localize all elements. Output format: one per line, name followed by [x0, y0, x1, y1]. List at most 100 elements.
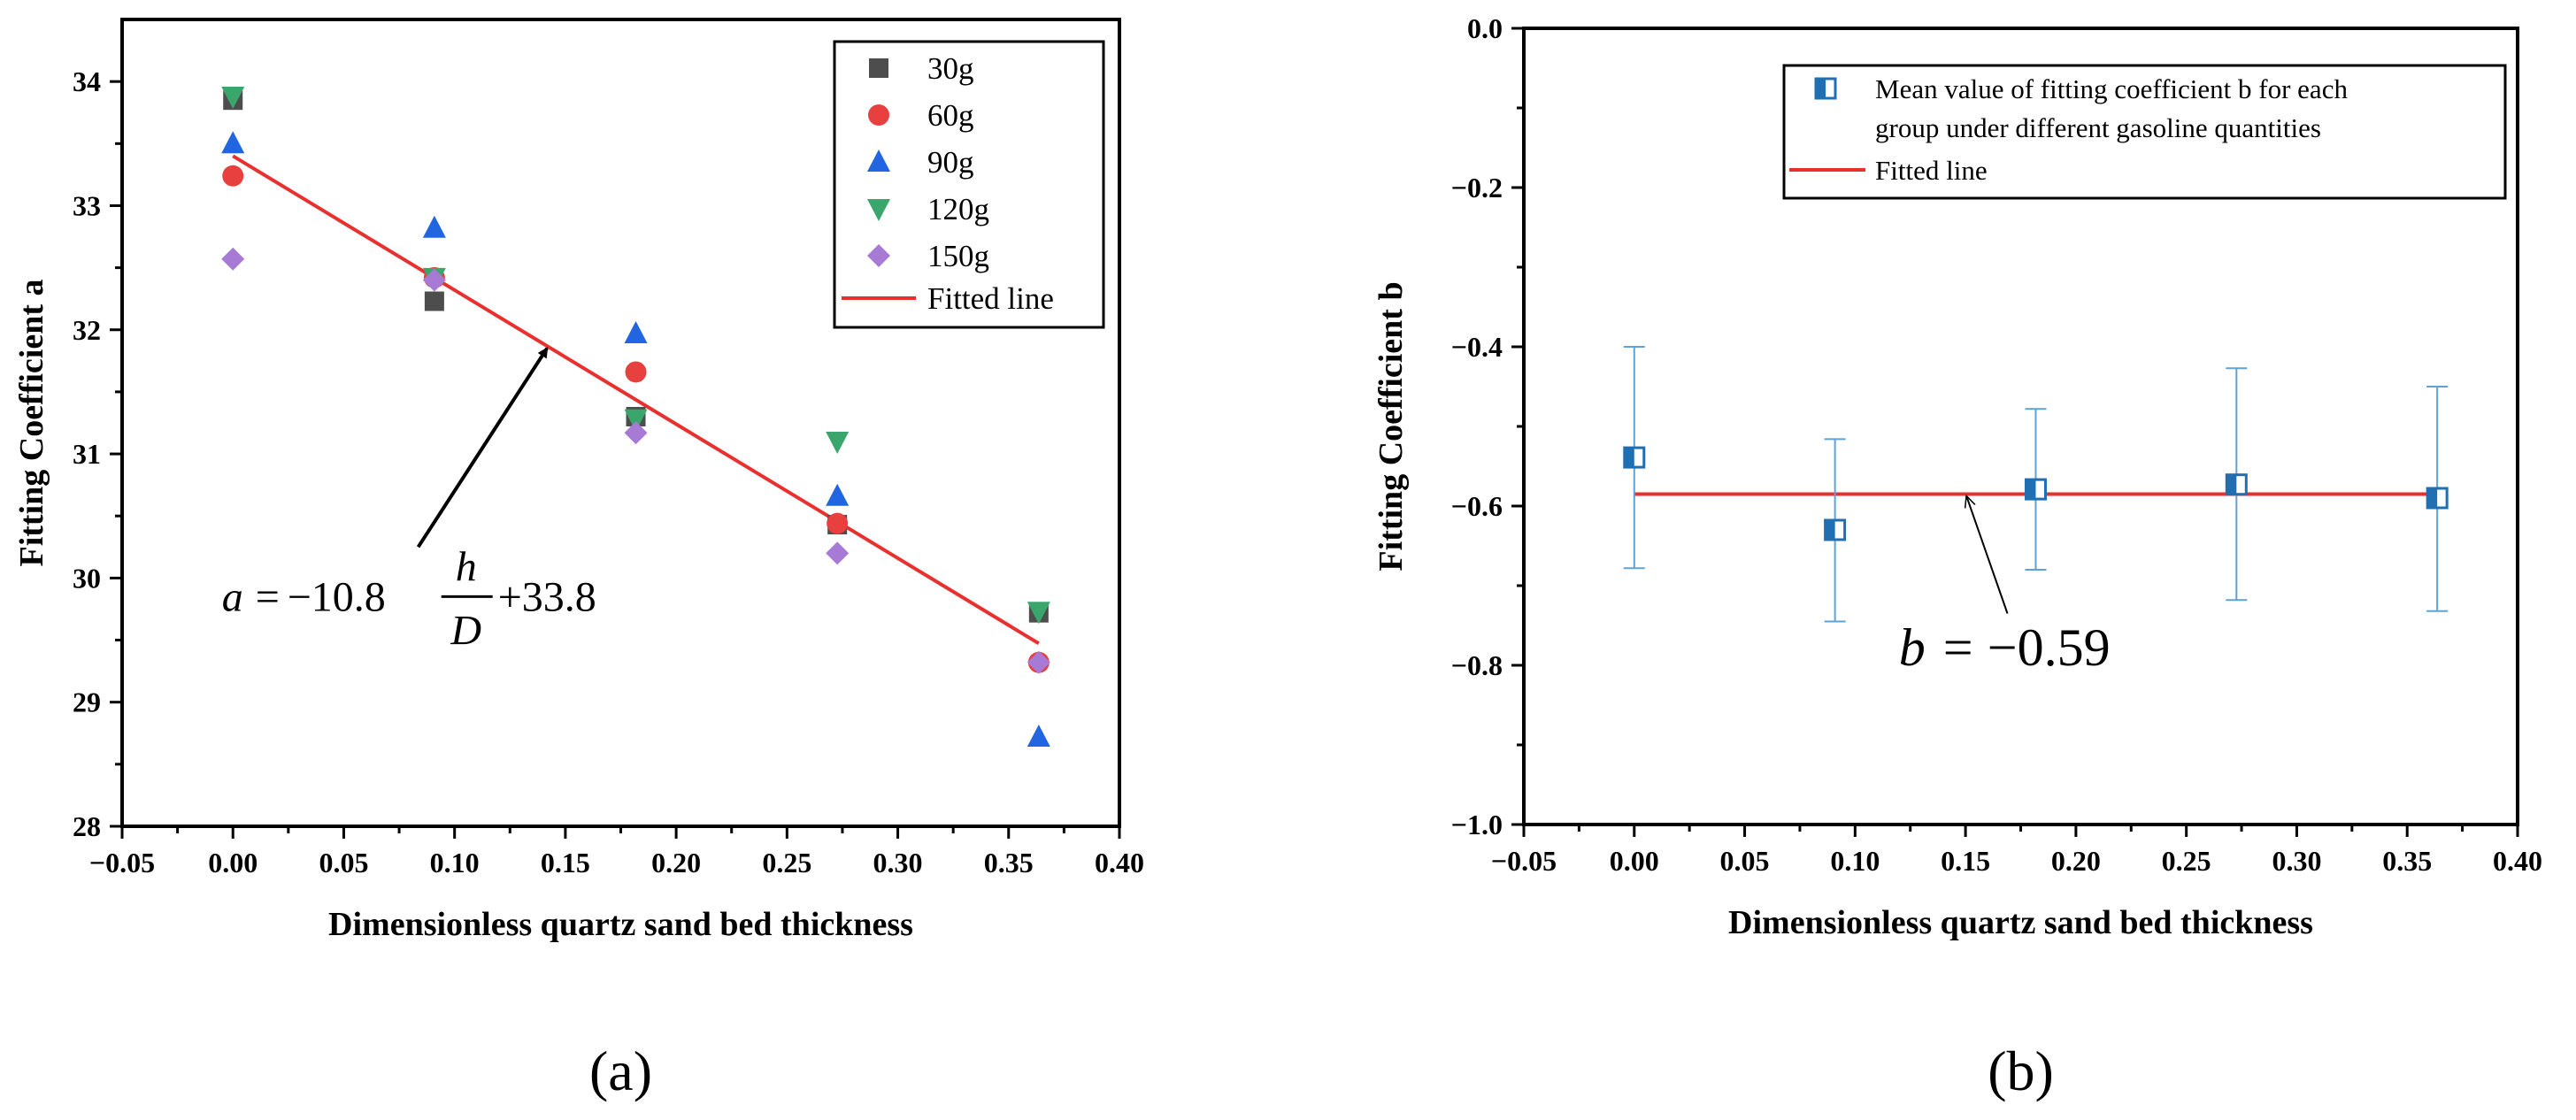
equation-denominator: D: [450, 607, 481, 654]
x-tick-label: 0.40: [1095, 847, 1144, 878]
x-tick-label: 0.00: [1610, 845, 1659, 877]
data-point-triangle-down: [1027, 602, 1050, 625]
x-tick-label: 0.20: [651, 847, 701, 878]
y-tick-label: −0.8: [1451, 649, 1503, 681]
legend-marker-square: [869, 58, 888, 78]
legend-label-line-1: Mean value of fitting coefficient b for …: [1875, 73, 2348, 104]
legend-marker-triangle-up: [867, 150, 890, 172]
legend-marker-half-filled-square-fill: [1816, 79, 1826, 98]
x-axis-label: Dimensionless quartz sand bed thickness: [1728, 904, 2313, 941]
y-tick-label: 29: [73, 687, 101, 718]
data-point-half-filled-square-fill: [1624, 448, 1634, 468]
x-tick-label: 0.15: [541, 847, 590, 878]
data-point-diamond: [1027, 650, 1050, 674]
legend-label: 30g: [927, 51, 974, 86]
data-point-triangle-down: [221, 86, 245, 109]
y-tick-label: 32: [73, 314, 101, 346]
panel-b-chart: −0.05 0.00 0.05 0.10 0.15 0.20 0.25 0.30 0.35 0.4…: [1373, 12, 2542, 1102]
legend-label: Fitted line: [1875, 155, 1988, 186]
x-tick-label: −0.05: [1491, 845, 1557, 877]
data-point-triangle-up: [826, 483, 850, 506]
data-point-circle: [827, 512, 849, 534]
data-point-triangle-up: [221, 131, 245, 154]
fitted-line: [232, 154, 1040, 646]
data-point-half-filled-square-fill: [1825, 520, 1835, 540]
y-axis-label: Fitting Coefficient a: [13, 279, 50, 566]
y-tick-label: 0.0: [1467, 12, 1503, 44]
y-tick-label: −0.2: [1451, 172, 1503, 203]
x-tick-label: 0.35: [2382, 845, 2432, 877]
legend-label: 90g: [927, 145, 974, 180]
x-tick-label: 0.15: [1941, 845, 1990, 877]
data-point-half-filled-square-fill: [2427, 488, 2438, 508]
data-point-triangle-up: [624, 320, 648, 343]
data-point-half-filled-square: [2225, 473, 2248, 496]
panel-a-chart: −0.05 0.00 0.05 0.10 0.15 0.20 0.25 0.30 0.35 0.4…: [13, 18, 1144, 1102]
annotation-arrow: [1966, 496, 2009, 614]
y-tick-label: 28: [73, 810, 101, 842]
fit-equation: b = −0.59: [1899, 618, 2111, 677]
x-tick-label: 0.00: [208, 847, 258, 878]
x-tick-label: 0.30: [873, 847, 923, 878]
data-point-diamond: [221, 247, 245, 271]
data-point-half-filled-square-fill: [2026, 479, 2036, 500]
equation-variable: b: [1899, 618, 1926, 677]
equation-coefficient: −10.8: [288, 573, 386, 620]
legend-label-line-2: group under different gasoline quantitie…: [1875, 112, 2321, 143]
legend-label: Fitted line: [927, 281, 1054, 316]
y-tick-label: −0.6: [1451, 490, 1503, 522]
annotation-arrow: [416, 347, 549, 548]
y-tick-label: −1.0: [1451, 809, 1503, 840]
data-point-diamond: [422, 268, 446, 292]
legend-label: 60g: [927, 98, 974, 133]
y-axis-label: Fitting Coefficient b: [1373, 281, 1410, 571]
equation-value: −0.59: [1988, 618, 2111, 677]
series-0: [1623, 346, 2449, 623]
data-point-half-filled-square-fill: [2226, 474, 2237, 495]
x-axis-label: Dimensionless quartz sand bed thickness: [328, 906, 913, 943]
y-tick-label: 30: [73, 562, 101, 594]
x-tick-label: 0.25: [762, 847, 811, 878]
x-tick-label: 0.10: [1830, 845, 1880, 877]
x-tick-label: 0.25: [2162, 845, 2211, 877]
y-tick-label: 33: [73, 189, 101, 221]
series-2: [221, 131, 1050, 747]
data-point-half-filled-square: [1623, 446, 1646, 469]
data-point-circle: [222, 165, 244, 187]
panel-label: (b): [1988, 1039, 2054, 1102]
legend-marker-circle: [868, 104, 889, 126]
x-tick-label: −0.05: [89, 847, 155, 878]
x-tick-label: 0.05: [319, 847, 368, 878]
x-tick-label: 0.35: [984, 847, 1034, 878]
legend-label: 150g: [927, 239, 989, 273]
x-tick-label: 0.30: [2272, 845, 2321, 877]
x-tick-label: 0.05: [1720, 845, 1770, 877]
data-point-half-filled-square: [2426, 487, 2449, 510]
series-3: [221, 86, 1050, 625]
x-tick-label: 0.10: [430, 847, 480, 878]
data-point-half-filled-square: [2024, 478, 2047, 501]
data-point-diamond: [826, 541, 850, 565]
equation-intercept: +33.8: [498, 573, 596, 620]
x-tick-label: 0.20: [2051, 845, 2101, 877]
x-tick-label: 0.40: [2493, 845, 2542, 877]
data-point-triangle-down: [624, 409, 648, 432]
legend-label: 120g: [927, 192, 989, 226]
data-point-triangle-up: [422, 215, 446, 238]
equation-equals: =: [1943, 618, 1973, 677]
equation-numerator: h: [456, 543, 477, 590]
data-point-square: [424, 291, 444, 311]
y-tick-label: 34: [73, 65, 101, 97]
panel-label: (a): [589, 1039, 652, 1102]
y-tick-label: −0.4: [1451, 331, 1503, 363]
legend-box: [833, 40, 1105, 329]
data-point-triangle-down: [826, 432, 850, 455]
fit-equation: a = −10.8 hD +33.8: [222, 543, 596, 654]
equation-equals: =: [256, 573, 280, 620]
data-point-triangle-up: [1027, 724, 1050, 747]
legend-marker-diamond: [867, 244, 890, 267]
legend-marker-triangle-down: [867, 199, 890, 221]
data-point-half-filled-square: [1824, 518, 1847, 541]
y-tick-label: 31: [73, 438, 101, 470]
